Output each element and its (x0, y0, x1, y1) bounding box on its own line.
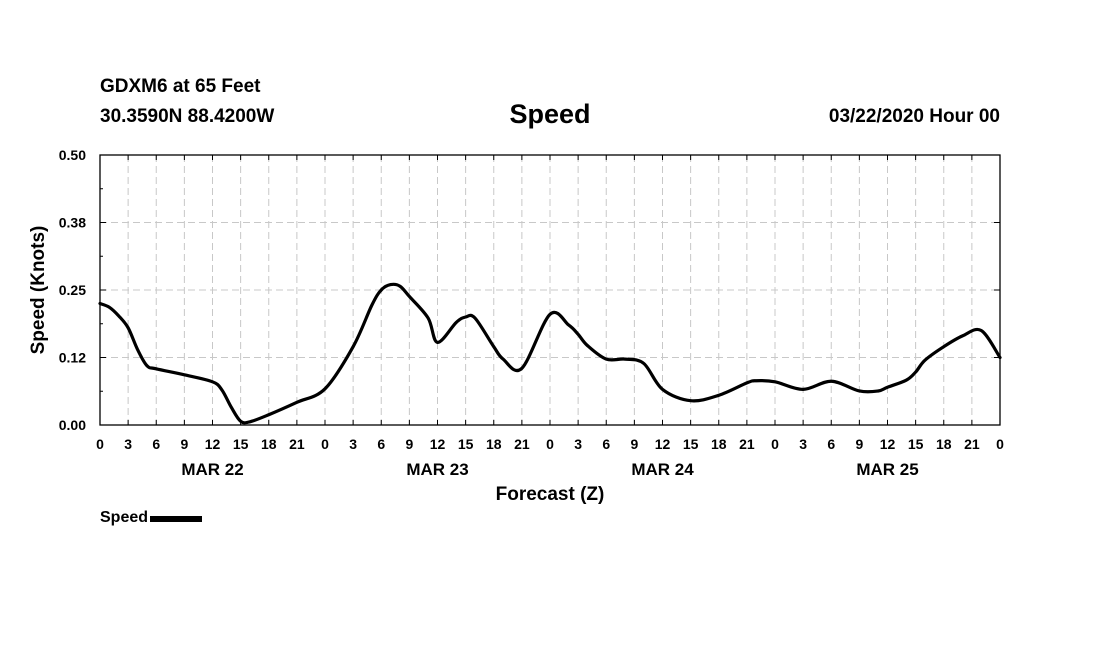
y-axis-label: Speed (Knots) (28, 226, 49, 355)
x-tick-label: 6 (377, 436, 385, 452)
y-tick-label: 0.38 (59, 215, 86, 231)
y-tick-label: 0.00 (59, 417, 86, 433)
day-labels: MAR 22 MAR 23 MAR 24 MAR 25 (181, 460, 918, 479)
x-tick-label: 12 (205, 436, 221, 452)
x-tick-label: 21 (289, 436, 305, 452)
x-tick-label: 15 (233, 436, 249, 452)
x-tick-label: 9 (180, 436, 188, 452)
x-tick-label: 18 (486, 436, 502, 452)
x-tick-label: 0 (996, 436, 1004, 452)
run-time-label: 03/22/2020 Hour 00 (828, 106, 1000, 127)
x-tick-label: 12 (430, 436, 446, 452)
day-label: MAR 23 (406, 460, 468, 479)
grid-lines (100, 155, 1000, 425)
x-tick-label: 9 (405, 436, 413, 452)
x-tick-label: 15 (458, 436, 474, 452)
legend-swatch (150, 516, 203, 522)
y-tick-label: 0.50 (59, 147, 86, 163)
x-tick-label: 0 (96, 436, 104, 452)
x-tick-label: 18 (936, 436, 952, 452)
x-tick-label: 15 (683, 436, 699, 452)
day-label: MAR 25 (856, 460, 918, 479)
y-tick-label: 0.25 (59, 282, 86, 298)
series-line-speed (98, 282, 1002, 425)
legend-label: Speed (100, 509, 149, 526)
chart-title: Speed (509, 99, 591, 129)
y-tick-labels: 0.00 0.12 0.25 0.38 0.50 (59, 147, 86, 433)
x-tick-label: 0 (321, 436, 329, 452)
x-tick-label: 12 (880, 436, 896, 452)
legend: Speed (100, 509, 203, 527)
x-tick-label: 3 (349, 436, 357, 452)
x-tick-label: 6 (827, 436, 835, 452)
coordinates-label: 30.3590N 88.4200W (100, 106, 275, 127)
axes (99, 154, 1001, 426)
x-tick-label: 9 (855, 436, 863, 452)
x-tick-label: 21 (514, 436, 530, 452)
x-tick-label: 21 (964, 436, 980, 452)
day-label: MAR 22 (181, 460, 243, 479)
x-tick-label: 18 (711, 436, 727, 452)
x-tick-label: 0 (771, 436, 779, 452)
x-tick-label: 3 (124, 436, 132, 452)
x-tick-label: 6 (152, 436, 160, 452)
y-tick-label: 0.12 (59, 350, 86, 366)
x-tick-label: 12 (655, 436, 671, 452)
x-tick-label: 21 (739, 436, 755, 452)
x-tick-label: 9 (630, 436, 638, 452)
x-tick-label: 3 (574, 436, 582, 452)
x-tick-labels: 0 3 6 9 12 15 18 21 0 3 6 9 12 15 18 21 0 3 6 9 12 15 18 21 0 3 6 9… (96, 436, 1004, 452)
plot-border (99, 154, 1001, 426)
x-tick-label: 6 (602, 436, 610, 452)
x-tick-label: 3 (799, 436, 807, 452)
station-label: GDXM6 at 65 Feet (100, 76, 261, 97)
day-label: MAR 24 (631, 460, 694, 479)
series-group (98, 282, 1002, 425)
x-tick-label: 0 (546, 436, 554, 452)
x-axis-label: Forecast (Z) (496, 484, 605, 505)
x-tick-label: 15 (908, 436, 924, 452)
x-tick-label: 18 (261, 436, 277, 452)
